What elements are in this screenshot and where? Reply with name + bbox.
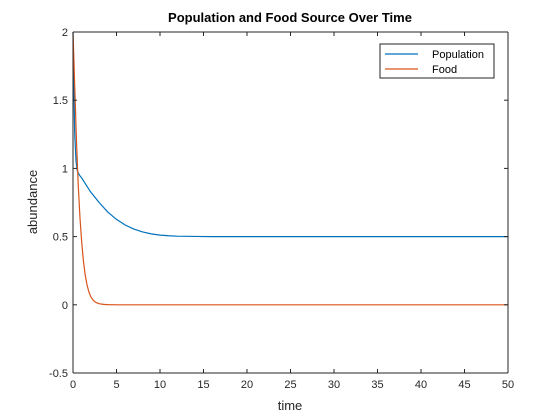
y-tick-label: 0	[62, 300, 68, 312]
x-tick-label: 40	[415, 379, 427, 391]
legend-box	[379, 43, 495, 79]
plot-area	[73, 32, 508, 373]
x-tick-label: 50	[502, 379, 514, 391]
chart-title: Population and Food Source Over Time	[168, 10, 412, 25]
series-line-food	[72, 31, 508, 306]
x-tick-label: 45	[458, 379, 470, 391]
x-tick-label: 25	[284, 379, 296, 391]
y-tick-label: 1.5	[53, 95, 68, 107]
x-tick-label: 35	[371, 379, 383, 391]
x-axis-label: time	[278, 398, 303, 413]
series-line-population	[72, 31, 508, 238]
x-ticks: 0 5 10 15 20 25 30 35 40 45 50	[70, 32, 514, 391]
y-axis-label: abundance	[25, 170, 40, 234]
x-tick-label: 10	[154, 379, 166, 391]
legend-label-population: Population	[432, 49, 484, 61]
series-layer	[72, 31, 508, 306]
x-tick-label: 20	[241, 379, 253, 391]
x-tick-label: 0	[70, 379, 76, 391]
y-tick-label: 0.5	[53, 232, 68, 244]
x-tick-label: 30	[328, 379, 340, 391]
x-tick-label: 5	[113, 379, 119, 391]
legend-label-food: Food	[432, 64, 457, 76]
y-ticks: -0.5 0 0.5 1 1.5 2	[49, 27, 508, 380]
y-tick-label: 2	[62, 27, 68, 39]
legend: Population Food	[379, 43, 495, 79]
y-tick-label: 1	[62, 163, 68, 175]
y-tick-label: -0.5	[49, 368, 68, 380]
x-tick-label: 15	[197, 379, 209, 391]
